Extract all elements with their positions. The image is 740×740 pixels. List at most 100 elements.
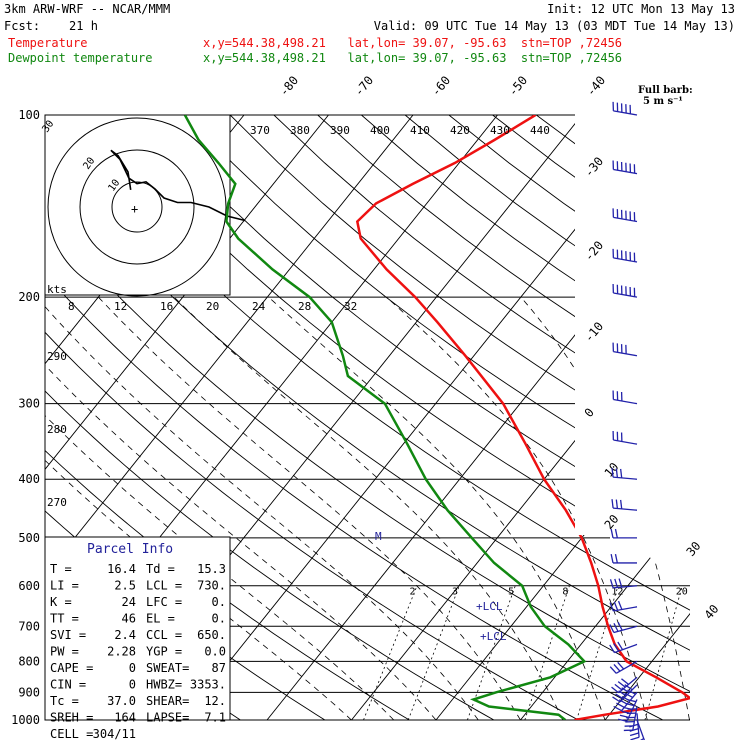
- wind-barb-flag: [616, 702, 625, 708]
- wind-barb: [610, 553, 637, 564]
- theta-label: 440: [530, 124, 550, 137]
- parcel-value: 24: [122, 595, 136, 609]
- isotherm-label: -30: [582, 154, 607, 180]
- wind-barb-flag: [617, 621, 623, 631]
- parcel-label: Tc =: [50, 694, 79, 708]
- mixing-ratio-line: [467, 585, 516, 720]
- dry-adiabat: [45, 115, 664, 720]
- hodo-speed-label: 20: [206, 300, 219, 313]
- moist-adiabat: [45, 296, 437, 720]
- wind-barb-flag: [630, 736, 640, 740]
- dry-adiabat: [45, 115, 579, 720]
- moist-adiabat: [173, 296, 564, 720]
- wind-barb-flag: [617, 661, 625, 670]
- parcel-value: 46: [122, 612, 136, 626]
- wind-barb: [610, 528, 637, 539]
- wind-barb-shaft: [613, 216, 638, 223]
- parcel-value: 2.28: [107, 645, 136, 659]
- pressure-tick-label: 200: [18, 290, 40, 304]
- hodo-speed-label: 32: [344, 300, 357, 313]
- isotherm: [689, 115, 690, 720]
- parcel-label: CCL =: [146, 628, 182, 642]
- wind-barb: [609, 641, 638, 654]
- wind-barb-shaft: [613, 507, 638, 511]
- valid-time: Valid: 09 UTC Tue 14 May 13 (03 MDT Tue …: [374, 19, 735, 33]
- temperature-legend: Temperature: [8, 36, 87, 50]
- wind-barb: [612, 283, 638, 298]
- wind-barb-flag: [624, 692, 633, 699]
- dry-adiabat: [229, 115, 690, 720]
- wind-barb-flag: [610, 528, 614, 539]
- parcel-label: CELL =: [50, 727, 93, 740]
- wind-barb-flag: [613, 643, 620, 652]
- isotherm-label: -10: [582, 319, 607, 345]
- wind-barb-flag: [614, 578, 619, 588]
- wind-barb-flag: [613, 664, 621, 672]
- mixing-ratio-label: 20: [676, 586, 688, 597]
- isotherm-label: 30: [684, 539, 704, 559]
- wind-barb-flag: [614, 683, 623, 691]
- parcel-label: SREH =: [50, 711, 93, 725]
- theta-label: 390: [330, 124, 350, 137]
- wind-barb-shaft: [613, 110, 638, 116]
- parcel-label: CAPE =: [50, 661, 93, 675]
- hodograph-ring-10: [111, 181, 163, 233]
- parcel-value: 304/11: [93, 727, 136, 740]
- moist-adiabat: [45, 296, 479, 720]
- parcel-info-frame: [44, 536, 231, 721]
- wind-barb: [609, 578, 638, 589]
- wind-barb-flag: [615, 468, 619, 478]
- wind-barb-flag: [609, 579, 614, 589]
- lcl-marker: +LCL: [476, 600, 503, 613]
- m-marker: M: [375, 530, 382, 543]
- wind-barb-flag: [627, 689, 636, 695]
- hodo-speed-label: 24: [252, 300, 266, 313]
- moist-adiabat: [386, 296, 648, 720]
- wind-barb-shaft: [613, 439, 638, 445]
- parcel-value: 0.: [212, 612, 226, 626]
- theta-label: 380: [290, 124, 310, 137]
- dry-adiabat: [317, 115, 690, 720]
- wind-barb-flag: [612, 696, 621, 703]
- wind-barb-flag: [613, 705, 622, 712]
- hodograph-kts-label: kts: [47, 283, 67, 296]
- parcel-label: LFC =: [146, 595, 182, 609]
- moist-adiabat: [268, 296, 606, 720]
- parcel-value: 2.4: [114, 628, 136, 642]
- theta-label: 430: [490, 124, 510, 137]
- wind-barb-flag: [613, 601, 619, 611]
- wind-barb-flag: [619, 714, 629, 718]
- parcel-label: Td =: [146, 562, 175, 576]
- parcel-value: 16.4: [107, 562, 136, 576]
- hodo-speed-label: 8: [68, 300, 75, 313]
- wind-barb: [611, 468, 638, 480]
- wind-barb: [612, 101, 638, 116]
- isotherm-label: -70: [352, 73, 377, 99]
- forecast-hour: Fcst: 21 h: [4, 19, 98, 33]
- wind-barb-flag: [615, 693, 624, 700]
- theta-label: 400: [370, 124, 390, 137]
- mixing-ratio-line: [363, 585, 418, 720]
- wind-legend-value: 5 m s⁻¹: [643, 96, 683, 107]
- dewpoint-profile: [183, 115, 587, 720]
- wind-barb-flag: [621, 695, 631, 702]
- wind-barb-flag: [614, 553, 618, 564]
- parcel-info-box: Parcel Info T = 16.4 Td = 15.3 LI = 2.5 LCL = 7…: [44, 536, 231, 740]
- dry-adiabat: [404, 115, 690, 720]
- isotherm-label: -50: [506, 73, 531, 99]
- parcel-value: 3353.: [190, 678, 226, 692]
- parcel-info-rows: T = 16.4 Td = 15.3 LI = 2.5 LCL = 730. K = 24 LFC …: [50, 562, 226, 740]
- wind-barb-flag: [610, 553, 614, 564]
- wind-barb-shaft: [613, 398, 638, 405]
- hodo-speed-label: 12: [114, 300, 127, 313]
- wind-barb: [612, 430, 638, 445]
- wind-barb-flag: [619, 468, 623, 478]
- parcel-label: LAPSE=: [146, 711, 189, 725]
- wind-barb-flag: [623, 706, 633, 711]
- dry-adiabat: [45, 115, 690, 720]
- wind-barb-flag: [609, 602, 614, 612]
- wind-barb-shaft: [613, 292, 638, 298]
- isotherm: [520, 115, 690, 720]
- dewpoint-legend: Dewpoint temperature: [8, 51, 153, 65]
